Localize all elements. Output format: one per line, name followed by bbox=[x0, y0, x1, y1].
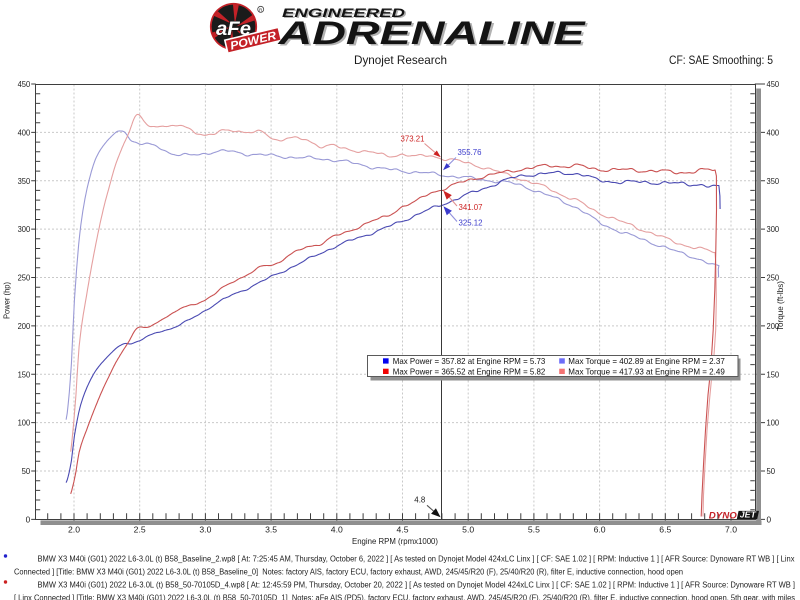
svg-text:50: 50 bbox=[767, 466, 776, 476]
svg-text:341.07: 341.07 bbox=[459, 202, 483, 212]
svg-text:Max Torque = 402.89 at Engine: Max Torque = 402.89 at Engine RPM = 2.37 bbox=[568, 356, 725, 366]
svg-text:250: 250 bbox=[18, 273, 31, 283]
svg-text:CF: SAE Smoothing: 5: CF: SAE Smoothing: 5 bbox=[669, 55, 773, 67]
svg-text:400: 400 bbox=[18, 127, 31, 137]
svg-text:DYNO: DYNO bbox=[709, 511, 738, 522]
svg-text:Engine RPM (rpmx1000): Engine RPM (rpmx1000) bbox=[352, 536, 438, 546]
svg-text:3.5: 3.5 bbox=[265, 524, 277, 534]
svg-text:150: 150 bbox=[767, 369, 780, 379]
svg-text:Max Power = 365.52 at Engine R: Max Power = 365.52 at Engine RPM = 5.82 bbox=[393, 366, 546, 376]
svg-text:Dynojet Research: Dynojet Research bbox=[354, 53, 447, 67]
svg-text:JET: JET bbox=[740, 511, 757, 520]
svg-text:50: 50 bbox=[22, 466, 31, 476]
svg-text:325.12: 325.12 bbox=[459, 218, 483, 228]
svg-text:Max Torque = 417.93 at Engine: Max Torque = 417.93 at Engine RPM = 2.49 bbox=[568, 366, 725, 376]
svg-text:355.76: 355.76 bbox=[458, 147, 482, 157]
svg-text:Connected ] [Title: BMW X3 M40: Connected ] [Title: BMW X3 M40i (G01) 20… bbox=[14, 567, 683, 576]
svg-text:400: 400 bbox=[767, 127, 780, 137]
svg-text:350: 350 bbox=[767, 176, 780, 186]
svg-text:BMW X3 M40i (G01) 2022 L6-3.0L: BMW X3 M40i (G01) 2022 L6-3.0L (t) B58_B… bbox=[38, 554, 795, 563]
svg-text:6.0: 6.0 bbox=[594, 524, 606, 534]
svg-text:5.0: 5.0 bbox=[462, 524, 474, 534]
svg-text:0: 0 bbox=[26, 515, 31, 525]
svg-text:ADRENALINE: ADRENALINE bbox=[277, 15, 586, 51]
svg-text:300: 300 bbox=[18, 224, 31, 234]
svg-text:300: 300 bbox=[767, 224, 780, 234]
svg-text:100: 100 bbox=[767, 418, 780, 428]
svg-text:450: 450 bbox=[767, 79, 780, 89]
svg-text:4.8: 4.8 bbox=[414, 494, 425, 504]
svg-text:250: 250 bbox=[767, 273, 780, 283]
svg-text:BMW X3 M40i (G01) 2022 L6-3.0L: BMW X3 M40i (G01) 2022 L6-3.0L (t) B58_5… bbox=[38, 581, 796, 590]
svg-text:200: 200 bbox=[18, 321, 31, 331]
svg-text:350: 350 bbox=[18, 176, 31, 186]
svg-text:7.0: 7.0 bbox=[725, 524, 737, 534]
svg-text:Max Power = 357.82 at Engine R: Max Power = 357.82 at Engine RPM = 5.73 bbox=[393, 356, 546, 366]
svg-text:R: R bbox=[259, 7, 263, 12]
svg-text:[ Linx Connected ] [Title: BMW: [ Linx Connected ] [Title: BMW X3 M40i (… bbox=[14, 593, 795, 600]
svg-text:3.0: 3.0 bbox=[199, 524, 211, 534]
svg-text:150: 150 bbox=[18, 369, 31, 379]
svg-text:373.21: 373.21 bbox=[401, 134, 425, 144]
svg-text:ENGINEERED: ENGINEERED bbox=[282, 6, 406, 20]
svg-text:5.5: 5.5 bbox=[528, 524, 540, 534]
svg-text:6.5: 6.5 bbox=[659, 524, 671, 534]
svg-text:aFe: aFe bbox=[216, 18, 251, 40]
svg-text:2.0: 2.0 bbox=[68, 524, 80, 534]
svg-text:200: 200 bbox=[767, 321, 780, 331]
svg-text:100: 100 bbox=[18, 418, 31, 428]
svg-text:450: 450 bbox=[18, 79, 31, 89]
svg-text:2.5: 2.5 bbox=[134, 524, 146, 534]
svg-text:Torque (ft-lbs): Torque (ft-lbs) bbox=[775, 281, 785, 331]
svg-text:0: 0 bbox=[767, 515, 772, 525]
svg-text:Power (hp): Power (hp) bbox=[2, 282, 12, 319]
svg-text:4.0: 4.0 bbox=[331, 524, 343, 534]
svg-text:4.5: 4.5 bbox=[397, 524, 409, 534]
